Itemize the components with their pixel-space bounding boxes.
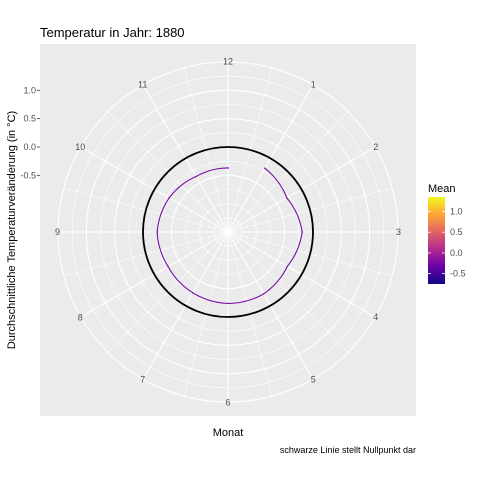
month-label-1: 1: [311, 79, 316, 89]
data-point-month-10: [168, 197, 170, 199]
data-point-month-3: [301, 231, 303, 233]
month-label-5: 5: [311, 375, 316, 385]
data-point-month-5: [263, 293, 265, 295]
legend-title: Mean: [428, 183, 456, 195]
legend-tick-label-1: 0.0: [450, 248, 463, 258]
y-tick-label-1: 0.0: [23, 142, 36, 152]
chart-title: Temperatur in Jahr: 1880: [40, 25, 185, 40]
legend-tick-label-3: 1.0: [450, 207, 463, 217]
data-point-month-12: [227, 167, 229, 169]
month-label-7: 7: [140, 375, 145, 385]
y-tick-label-0: -0.5: [20, 170, 36, 180]
y-tick-label-2: 0.5: [23, 114, 36, 124]
data-point-month-7: [192, 292, 194, 294]
y-axis-title: Durchschnittliche Temperaturveränderung …: [6, 111, 18, 349]
legend-tick-label-0: -0.5: [450, 269, 466, 279]
month-label-12: 12: [223, 57, 233, 67]
legend-tick-label-2: 0.5: [450, 227, 463, 237]
data-point-month-1: [264, 167, 266, 169]
data-point-month-8: [167, 266, 169, 268]
data-point-month-9: [156, 231, 158, 233]
data-point-month-11: [195, 176, 197, 178]
chart-caption: schwarze Linie stellt Nullpunkt dar: [280, 445, 416, 455]
month-label-9: 9: [55, 227, 60, 237]
legend-colorbar: [428, 197, 445, 284]
month-label-6: 6: [225, 398, 230, 408]
month-label-10: 10: [75, 142, 85, 152]
month-label-2: 2: [373, 142, 378, 152]
month-label-11: 11: [138, 79, 147, 89]
data-point-month-4: [287, 265, 289, 267]
grid: [58, 62, 398, 402]
y-axis-ticks: -0.5 0.0 0.5 1.0: [20, 85, 40, 180]
y-tick-label-3: 1.0: [23, 85, 36, 95]
x-axis-title: Monat: [213, 427, 244, 439]
month-label-8: 8: [78, 312, 83, 322]
data-point-month-2: [286, 197, 288, 199]
month-label-4: 4: [373, 312, 378, 322]
data-point-month-6: [227, 303, 229, 305]
month-label-3: 3: [396, 227, 401, 237]
